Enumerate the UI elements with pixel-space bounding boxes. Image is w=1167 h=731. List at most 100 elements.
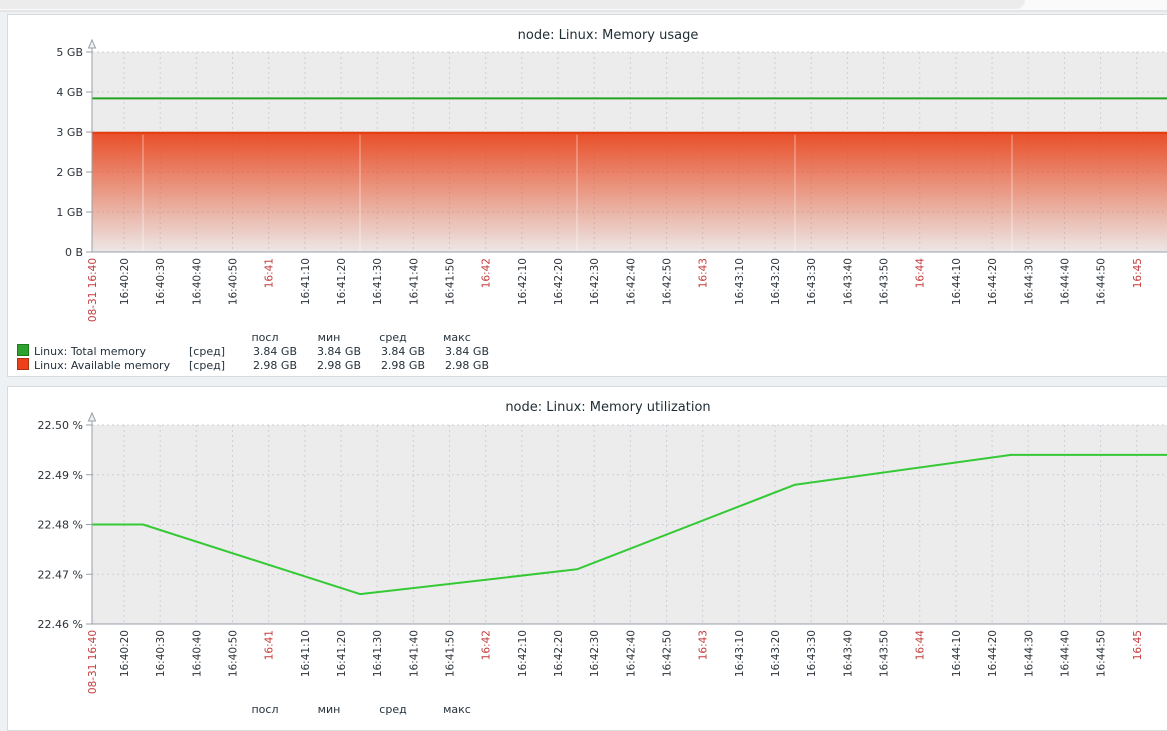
svg-text:16:41:50: 16:41:50 <box>445 258 457 305</box>
svg-text:1 GB: 1 GB <box>56 206 83 219</box>
svg-text:16:42:40: 16:42:40 <box>625 630 637 677</box>
svg-text:16:45: 16:45 <box>1132 630 1144 660</box>
svg-text:16:44:10: 16:44:10 <box>951 258 963 305</box>
svg-text:16:44:40: 16:44:40 <box>1059 258 1071 305</box>
memory-usage-graph-plot[interactable]: 5 GB 4 GB 3 GB 2 GB 1 GB 0 B 08-31 16:40 16:40:… <box>8 15 1167 329</box>
legend-col-avg: сред <box>379 331 407 344</box>
svg-text:16:41:50: 16:41:50 <box>445 630 457 677</box>
stat-avg: 3.84 GB <box>380 344 425 358</box>
svg-text:16:40:30: 16:40:30 <box>155 630 167 677</box>
series-name: Linux: Total memory <box>34 345 146 358</box>
stat-max: 3.84 GB <box>444 344 489 358</box>
svg-text:16:43:40: 16:43:40 <box>842 630 854 677</box>
svg-text:16:41:10: 16:41:10 <box>300 630 312 677</box>
svg-text:16:43:30: 16:43:30 <box>806 630 818 677</box>
svg-text:16:45: 16:45 <box>1132 258 1144 288</box>
stat-last: 3.84 GB <box>252 344 297 358</box>
graph-legend: посл мин сред макс <box>17 703 489 716</box>
legend-row-available-memory: Linux: Available memory [сред] 2.98 GB 2… <box>17 358 489 372</box>
svg-text:16:42:20: 16:42:20 <box>553 630 565 677</box>
svg-text:16:40:20: 16:40:20 <box>119 258 131 305</box>
svg-text:16:40:40: 16:40:40 <box>191 258 203 305</box>
svg-text:16:43:50: 16:43:50 <box>879 630 891 677</box>
legend-col-max: макс <box>443 331 471 344</box>
stat-avg: 2.98 GB <box>380 358 425 372</box>
memory-utilization-graph-plot[interactable]: 22.50 % 22.49 % 22.48 % 22.47 % 22.46 % 08-31… <box>8 387 1167 701</box>
svg-text:16:40:40: 16:40:40 <box>191 630 203 677</box>
svg-text:16:41:30: 16:41:30 <box>372 258 384 305</box>
graph-title: node: Linux: Memory utilization <box>505 400 711 415</box>
svg-text:16:43: 16:43 <box>698 258 710 288</box>
svg-text:16:43:20: 16:43:20 <box>770 258 782 305</box>
graph-title: node: Linux: Memory usage <box>517 28 699 43</box>
svg-text:16:40:50: 16:40:50 <box>228 630 240 677</box>
svg-text:16:44: 16:44 <box>915 630 927 661</box>
browser-tab[interactable] <box>0 0 1025 9</box>
svg-text:5 GB: 5 GB <box>56 46 83 59</box>
svg-text:16:41:30: 16:41:30 <box>372 630 384 677</box>
svg-text:16:43:20: 16:43:20 <box>770 630 782 677</box>
svg-text:0 B: 0 B <box>65 246 83 259</box>
series-function: [сред] <box>189 358 225 372</box>
legend-row-total-memory: Linux: Total memory [сред] 3.84 GB 3.84 … <box>17 344 489 358</box>
legend-header-row: посл мин сред макс <box>17 703 489 716</box>
svg-text:16:42:20: 16:42:20 <box>553 258 565 305</box>
svg-text:22.48 %: 22.48 % <box>38 519 83 532</box>
svg-text:16:44:30: 16:44:30 <box>1023 630 1035 677</box>
svg-text:16:44:20: 16:44:20 <box>987 258 999 305</box>
svg-text:16:42:50: 16:42:50 <box>662 630 674 677</box>
stat-min: 3.84 GB <box>316 344 361 358</box>
svg-text:16:42: 16:42 <box>481 258 493 288</box>
svg-text:16:42:30: 16:42:30 <box>589 630 601 677</box>
legend-col-max: макс <box>443 703 471 716</box>
svg-text:16:42:10: 16:42:10 <box>517 258 529 305</box>
svg-text:16:44:50: 16:44:50 <box>1096 258 1108 305</box>
svg-text:16:41:20: 16:41:20 <box>336 630 348 677</box>
stat-max: 2.98 GB <box>444 358 489 372</box>
svg-text:4 GB: 4 GB <box>56 86 83 99</box>
svg-text:16:41:10: 16:41:10 <box>300 258 312 305</box>
svg-text:2 GB: 2 GB <box>56 166 83 179</box>
graph-panel-memory-usage: node: Linux: Memory usage 5 GB 4 GB 3 GB 2 … <box>7 14 1167 377</box>
legend-col-min: мин <box>317 703 341 716</box>
svg-text:16:44:40: 16:44:40 <box>1059 630 1071 677</box>
svg-text:16:40:20: 16:40:20 <box>119 630 131 677</box>
svg-text:16:41:40: 16:41:40 <box>408 258 420 305</box>
svg-text:16:44:20: 16:44:20 <box>987 630 999 677</box>
series-function: [сред] <box>189 344 225 358</box>
svg-text:3 GB: 3 GB <box>56 126 83 139</box>
legend-col-avg: сред <box>379 703 407 716</box>
svg-text:22.46 %: 22.46 % <box>38 618 83 631</box>
svg-text:16:43: 16:43 <box>698 630 710 660</box>
stat-last: 2.98 GB <box>252 358 297 372</box>
browser-bar <box>0 0 1167 12</box>
svg-text:16:42:10: 16:42:10 <box>517 630 529 677</box>
svg-text:16:41:40: 16:41:40 <box>408 630 420 677</box>
svg-text:16:41: 16:41 <box>264 258 276 288</box>
legend-col-last: посл <box>251 331 279 344</box>
legend-col-last: посл <box>251 703 279 716</box>
series-color-swatch <box>17 358 29 370</box>
svg-text:16:43:50: 16:43:50 <box>879 258 891 305</box>
svg-text:16:43:40: 16:43:40 <box>842 258 854 305</box>
svg-text:16:42:50: 16:42:50 <box>662 258 674 305</box>
stat-min: 2.98 GB <box>316 358 361 372</box>
svg-text:22.47 %: 22.47 % <box>38 568 83 581</box>
svg-text:16:42:30: 16:42:30 <box>589 258 601 305</box>
svg-text:16:44:30: 16:44:30 <box>1023 258 1035 305</box>
svg-text:22.49 %: 22.49 % <box>38 469 83 482</box>
svg-text:16:43:10: 16:43:10 <box>734 258 746 305</box>
svg-text:16:44: 16:44 <box>915 258 927 289</box>
svg-text:16:41:20: 16:41:20 <box>336 258 348 305</box>
svg-text:08-31 16:40: 08-31 16:40 <box>87 258 99 322</box>
svg-text:16:43:10: 16:43:10 <box>734 630 746 677</box>
svg-text:16:42: 16:42 <box>481 630 493 660</box>
svg-text:08-31 16:40: 08-31 16:40 <box>87 630 99 694</box>
legend-col-min: мин <box>317 331 341 344</box>
series-name: Linux: Available memory <box>34 359 171 372</box>
svg-text:16:44:50: 16:44:50 <box>1096 630 1108 677</box>
graph-panel-memory-utilization: node: Linux: Memory utilization 22.50 % 2… <box>7 386 1167 731</box>
svg-text:16:40:50: 16:40:50 <box>228 258 240 305</box>
svg-text:16:40:30: 16:40:30 <box>155 258 167 305</box>
